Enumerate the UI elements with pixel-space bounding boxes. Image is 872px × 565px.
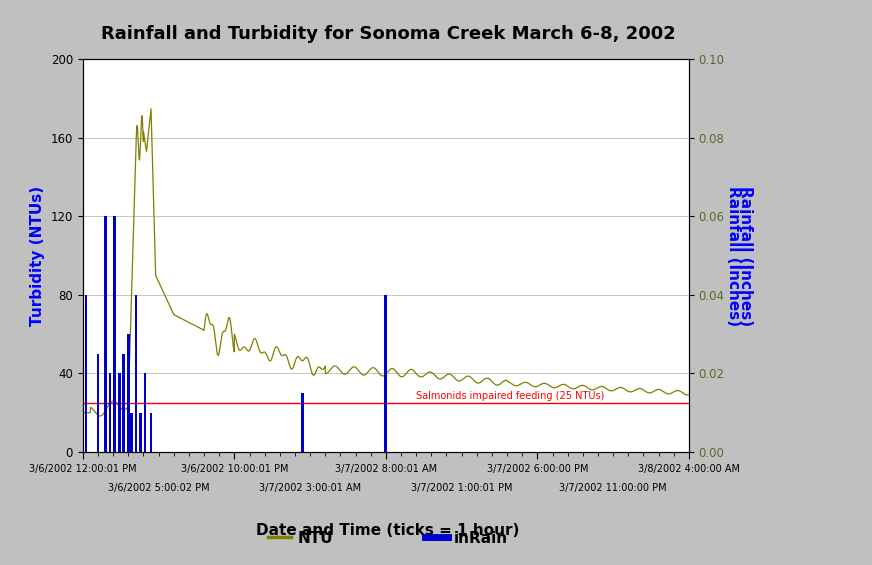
Text: Date and Time (ticks = 1 hour): Date and Time (ticks = 1 hour) bbox=[256, 523, 520, 538]
Legend: NTU, inRain: NTU, inRain bbox=[262, 524, 514, 551]
Text: 3/7/2002 11:00:00 PM: 3/7/2002 11:00:00 PM bbox=[559, 483, 667, 493]
Bar bbox=[127, 334, 130, 452]
Text: Rainfall (Inches): Rainfall (Inches) bbox=[738, 185, 753, 326]
Y-axis label: Rainfall (Inches): Rainfall (Inches) bbox=[726, 185, 741, 326]
Text: Rainfall and Turbidity for Sonoma Creek March 6-8, 2002: Rainfall and Turbidity for Sonoma Creek … bbox=[100, 25, 676, 44]
Text: 3/6/2002 5:00:02 PM: 3/6/2002 5:00:02 PM bbox=[108, 483, 209, 493]
Bar bbox=[139, 412, 142, 452]
Bar bbox=[134, 295, 137, 452]
Bar bbox=[122, 354, 125, 452]
Bar bbox=[118, 373, 120, 452]
Bar bbox=[144, 373, 146, 452]
Bar bbox=[130, 412, 133, 452]
Text: 3/7/2002 3:00:01 AM: 3/7/2002 3:00:01 AM bbox=[259, 483, 361, 493]
Text: 3/7/2002 1:00:01 PM: 3/7/2002 1:00:01 PM bbox=[411, 483, 513, 493]
Bar bbox=[85, 295, 87, 452]
Bar bbox=[113, 216, 116, 452]
Bar bbox=[385, 295, 387, 452]
Bar bbox=[104, 216, 107, 452]
Bar bbox=[109, 373, 112, 452]
Y-axis label: Turbidity (NTUs): Turbidity (NTUs) bbox=[31, 185, 45, 326]
Bar bbox=[97, 354, 99, 452]
Text: Salmonids impaired feeding (25 NTUs): Salmonids impaired feeding (25 NTUs) bbox=[416, 391, 604, 401]
Bar bbox=[150, 412, 153, 452]
Bar bbox=[301, 393, 304, 452]
